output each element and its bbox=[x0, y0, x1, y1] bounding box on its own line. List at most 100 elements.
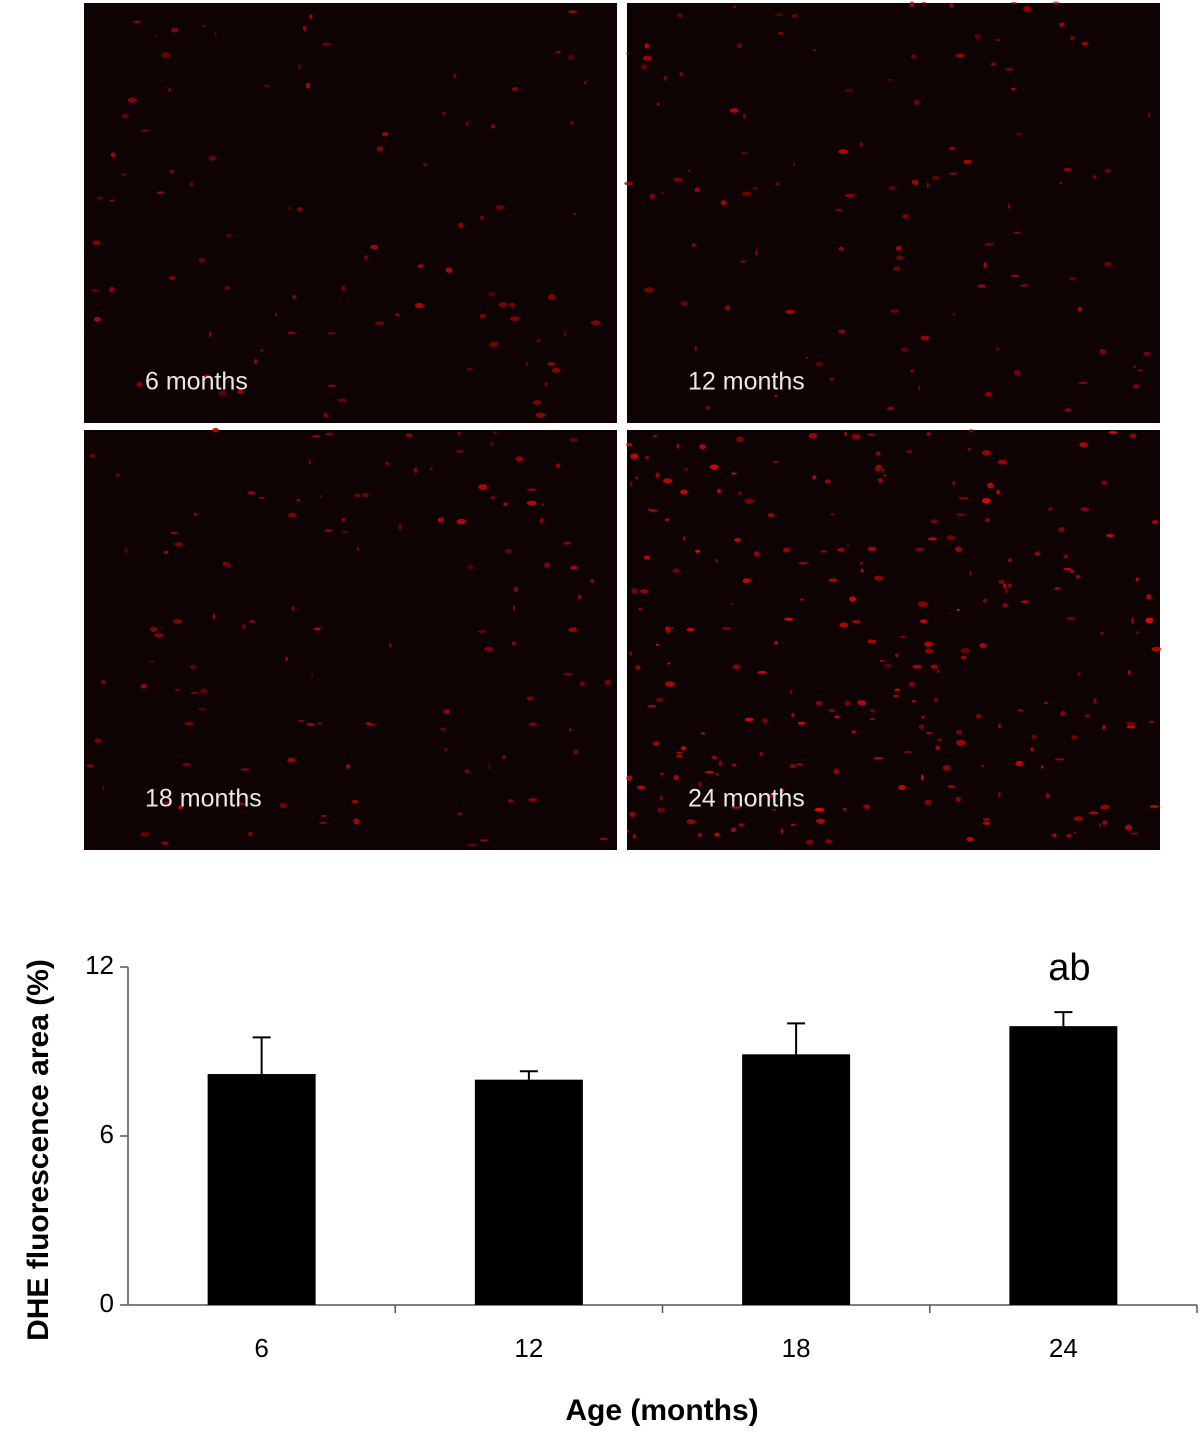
speck bbox=[753, 551, 760, 557]
speck bbox=[770, 794, 773, 799]
speck bbox=[140, 831, 151, 837]
speck bbox=[752, 187, 758, 190]
speck bbox=[445, 267, 453, 273]
speck bbox=[509, 302, 516, 308]
speck bbox=[488, 341, 499, 348]
speck bbox=[732, 5, 737, 8]
speck bbox=[562, 541, 571, 545]
speck bbox=[318, 821, 328, 825]
speck bbox=[1103, 262, 1112, 267]
speck bbox=[979, 642, 987, 649]
speck bbox=[968, 429, 974, 433]
speck bbox=[838, 149, 849, 155]
speck bbox=[888, 186, 897, 191]
speck bbox=[664, 75, 667, 82]
speck bbox=[555, 51, 561, 54]
speck bbox=[296, 207, 303, 212]
speck bbox=[569, 728, 572, 732]
speck bbox=[995, 347, 1000, 350]
speck bbox=[547, 362, 555, 367]
speck bbox=[949, 146, 956, 151]
speck bbox=[1010, 274, 1020, 277]
speck bbox=[789, 764, 797, 769]
speck bbox=[285, 656, 289, 661]
speck bbox=[174, 688, 181, 692]
speck bbox=[444, 747, 448, 752]
speck bbox=[526, 696, 534, 701]
speck bbox=[353, 818, 360, 825]
micrograph bbox=[84, 430, 617, 850]
y-axis-title: DHE fluorescence area (%) bbox=[22, 959, 55, 1341]
bar bbox=[207, 1074, 316, 1305]
error-bar bbox=[252, 1036, 271, 1075]
speck bbox=[580, 680, 585, 687]
speck bbox=[1031, 734, 1037, 740]
speck bbox=[1151, 519, 1159, 525]
speck bbox=[1093, 698, 1097, 705]
speck bbox=[875, 451, 881, 456]
speck bbox=[1030, 747, 1034, 752]
error-bar bbox=[787, 1022, 806, 1055]
speck bbox=[170, 531, 178, 535]
speck bbox=[1102, 724, 1106, 730]
speck bbox=[796, 763, 804, 766]
speck bbox=[774, 640, 779, 645]
speck bbox=[731, 763, 737, 767]
speck bbox=[569, 438, 579, 443]
speck bbox=[909, 1, 915, 8]
speck bbox=[946, 535, 956, 541]
speck bbox=[241, 624, 246, 630]
micrograph bbox=[627, 3, 1160, 423]
speck bbox=[663, 478, 673, 484]
speck bbox=[1136, 631, 1139, 635]
speck bbox=[568, 10, 578, 14]
speck bbox=[437, 517, 445, 523]
speck bbox=[235, 802, 246, 806]
speck bbox=[647, 704, 657, 708]
speck bbox=[686, 819, 696, 825]
speck bbox=[981, 764, 984, 767]
speck bbox=[121, 114, 129, 119]
speck bbox=[1077, 306, 1083, 312]
speck bbox=[799, 598, 805, 601]
speck bbox=[982, 598, 988, 603]
speck bbox=[838, 246, 844, 251]
speck bbox=[1151, 646, 1162, 652]
speck bbox=[644, 456, 649, 460]
speck bbox=[773, 460, 779, 464]
speck bbox=[704, 770, 715, 774]
speck bbox=[919, 619, 928, 624]
speck bbox=[956, 513, 965, 516]
speck bbox=[921, 715, 926, 719]
speck bbox=[911, 700, 917, 703]
speck bbox=[805, 839, 814, 845]
speck bbox=[744, 717, 754, 722]
speck bbox=[458, 222, 464, 229]
speck bbox=[1070, 569, 1074, 574]
speck bbox=[894, 688, 901, 692]
speck bbox=[505, 548, 512, 554]
speck bbox=[140, 684, 147, 689]
speck bbox=[676, 754, 683, 758]
speck bbox=[1129, 433, 1137, 439]
speck bbox=[1016, 709, 1024, 712]
y-tick-label: 12 bbox=[85, 950, 114, 980]
speck bbox=[511, 641, 516, 646]
speck bbox=[994, 38, 1001, 42]
error-bar bbox=[1054, 1011, 1073, 1027]
speck bbox=[1075, 574, 1081, 579]
speck bbox=[197, 707, 208, 711]
speck bbox=[641, 64, 648, 70]
speck bbox=[456, 812, 463, 816]
speck bbox=[782, 547, 791, 553]
speck bbox=[573, 749, 578, 755]
speck bbox=[744, 498, 754, 504]
speck bbox=[222, 561, 228, 567]
speck bbox=[660, 192, 664, 195]
speck bbox=[877, 478, 884, 483]
speck bbox=[1080, 507, 1090, 512]
speck bbox=[1034, 551, 1041, 556]
speck bbox=[625, 443, 633, 447]
speck bbox=[1013, 369, 1021, 376]
speck bbox=[955, 730, 963, 735]
